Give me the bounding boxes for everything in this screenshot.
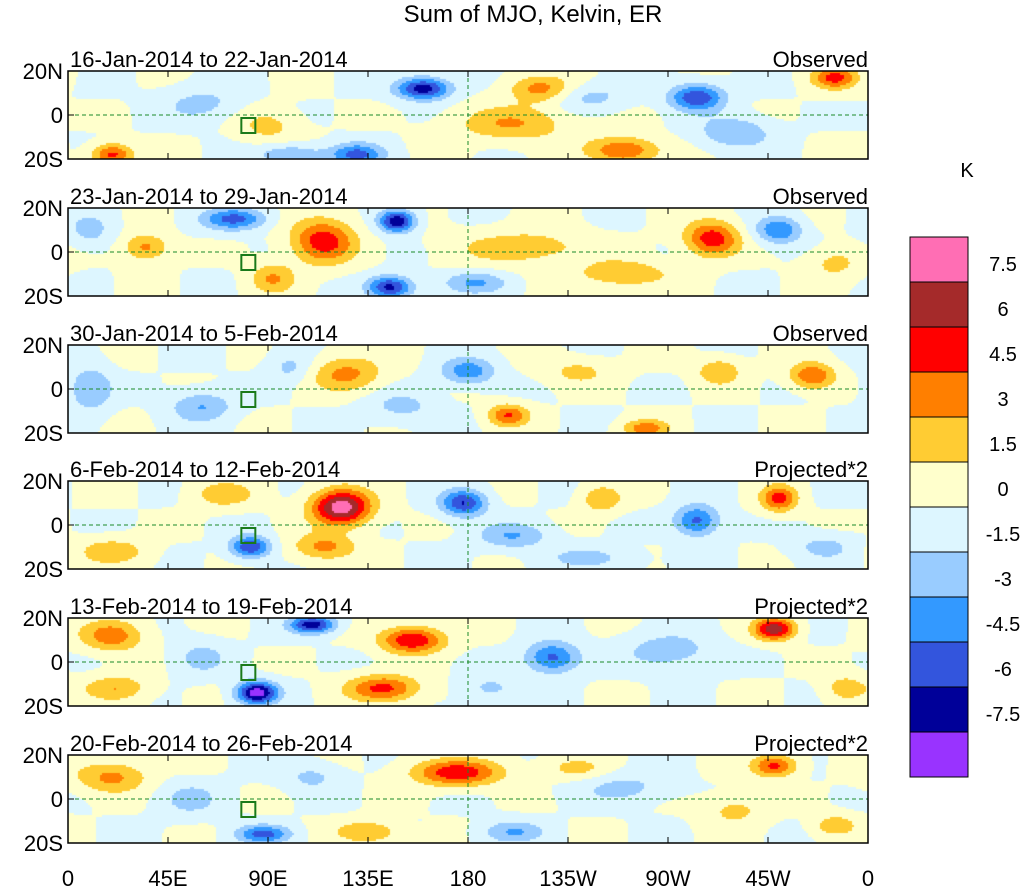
y-tick-label: 20N	[23, 606, 63, 631]
y-tick-label: 20S	[24, 694, 63, 719]
x-tick-label: 0	[62, 866, 74, 889]
colorbar-swatch	[909, 281, 969, 328]
x-tick-label: 45E	[148, 866, 187, 889]
colorbar-units: K	[960, 160, 974, 182]
colorbar-swatch	[909, 731, 969, 778]
reference-box	[240, 391, 257, 408]
colorbar-level-label: -7.5	[986, 704, 1020, 726]
colorbar-swatch	[909, 326, 969, 373]
colorbar-level-label: -6	[994, 659, 1012, 681]
x-tick-label: 0	[862, 866, 874, 889]
map-panel: 20N 0 20S 20-Feb-2014 to 26-Feb-2014 Project…	[23, 731, 869, 856]
map-panel: 20N 0 20S 16-Jan-2014 to 22-Jan-2014 Observe…	[23, 47, 869, 172]
y-tick-label: 0	[51, 103, 63, 128]
reference-box	[240, 801, 257, 818]
x-tick-label: 90W	[645, 866, 690, 889]
y-tick-label: 0	[51, 787, 63, 812]
y-tick-label: 20N	[23, 469, 63, 494]
panel-date-range: 30-Jan-2014 to 5-Feb-2014	[70, 321, 338, 346]
reference-box	[240, 254, 257, 271]
x-axis: 0 45E 90E 135E 180 135W 90W 45W 0	[62, 866, 874, 889]
panel-date-range: 6-Feb-2014 to 12-Feb-2014	[70, 457, 340, 482]
panel-kind: Observed	[773, 47, 868, 72]
panel-kind: Observed	[773, 184, 868, 209]
y-tick-label: 20S	[24, 831, 63, 856]
colorbar-level-label: -3	[994, 569, 1012, 591]
colorbar-level-label: -4.5	[986, 614, 1020, 636]
colorbar-swatch	[909, 461, 969, 508]
x-tick-label: 45W	[745, 866, 790, 889]
panel-date-range: 23-Jan-2014 to 29-Jan-2014	[70, 184, 348, 209]
colorbar-level-label: 1.5	[989, 434, 1017, 456]
colorbar-level-label: -1.5	[986, 524, 1020, 546]
colorbar-swatch	[909, 596, 969, 643]
colorbar-level-label: 0	[997, 479, 1008, 501]
y-tick-label: 0	[51, 377, 63, 402]
y-tick-label: 20N	[23, 743, 63, 768]
x-tick-label: 135W	[539, 866, 597, 889]
panel-date-range: 13-Feb-2014 to 19-Feb-2014	[70, 594, 353, 619]
map-panel: 20N 0 20S 13-Feb-2014 to 19-Feb-2014 Project…	[23, 594, 869, 719]
panel-kind: Projected*2	[754, 731, 868, 756]
x-tick-label: 90E	[248, 866, 287, 889]
panel-kind: Observed	[773, 321, 868, 346]
y-tick-label: 0	[51, 513, 63, 538]
colorbar-level-label: 3	[997, 389, 1008, 411]
reference-box	[240, 527, 257, 544]
x-tick-label: 180	[450, 866, 487, 889]
colorbar-level-label: 4.5	[989, 344, 1017, 366]
panel-date-range: 16-Jan-2014 to 22-Jan-2014	[70, 47, 348, 72]
colorbar-swatch	[909, 551, 969, 598]
y-tick-label: 20S	[24, 284, 63, 309]
y-tick-label: 20S	[24, 421, 63, 446]
panel-kind: Projected*2	[754, 457, 868, 482]
colorbar: K 7.5 6 4.5 3 1.5 0 -1.5 -3 -4.5 -6 -7.5	[909, 160, 1020, 778]
y-tick-label: 20S	[24, 147, 63, 172]
panel-date-range: 20-Feb-2014 to 26-Feb-2014	[70, 731, 353, 756]
colorbar-level-label: 6	[997, 299, 1008, 321]
y-tick-label: 0	[51, 650, 63, 675]
y-tick-label: 20N	[23, 59, 63, 84]
y-tick-label: 0	[51, 240, 63, 265]
colorbar-swatch	[909, 416, 969, 463]
map-panel: 20N 0 20S 23-Jan-2014 to 29-Jan-2014 Observe…	[23, 184, 869, 309]
reference-box	[240, 664, 257, 681]
reference-box	[240, 117, 257, 134]
y-tick-label: 20S	[24, 557, 63, 582]
colorbar-level-label: 7.5	[989, 254, 1017, 276]
panel-kind: Projected*2	[754, 594, 868, 619]
x-tick-label: 135E	[342, 866, 393, 889]
panels-group: 20N 0 20S 16-Jan-2014 to 22-Jan-2014 Observe…	[23, 47, 869, 856]
map-panel: 20N 0 20S 30-Jan-2014 to 5-Feb-2014 Observed	[23, 321, 869, 446]
y-tick-label: 20N	[23, 333, 63, 358]
colorbar-swatch	[909, 236, 969, 283]
chart-title: Sum of MJO, Kelvin, ER	[404, 1, 663, 28]
colorbar-swatch	[909, 686, 969, 733]
map-panel: 20N 0 20S 6-Feb-2014 to 12-Feb-2014 Projecte…	[23, 457, 869, 582]
colorbar-swatch	[909, 371, 969, 418]
colorbar-swatch	[909, 506, 969, 553]
y-tick-label: 20N	[23, 196, 63, 221]
colorbar-swatch	[909, 641, 969, 688]
